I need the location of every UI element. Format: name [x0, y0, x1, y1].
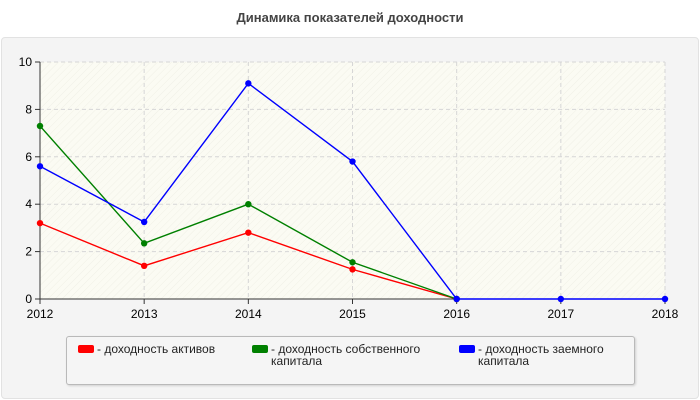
y-tick-label: 6	[25, 150, 32, 164]
data-point	[661, 295, 669, 303]
x-tick-label: 2018	[652, 307, 679, 321]
data-point	[36, 219, 44, 227]
x-tick-label: 2015	[339, 307, 366, 321]
data-point	[245, 229, 252, 236]
data-point	[36, 122, 44, 130]
legend-label: - доходность собственного капитала	[271, 342, 421, 368]
x-tick-label: 2012	[27, 307, 54, 321]
legend-item-assets-return: - доходность активов	[78, 343, 247, 355]
legend-label: - доходность активов	[97, 342, 216, 356]
y-tick-label: 10	[19, 55, 33, 69]
legend-item-debt-return: - доходность заемного капитала	[459, 343, 628, 367]
data-point	[140, 262, 148, 270]
x-tick-label: 2016	[443, 307, 470, 321]
x-tick-label: 2013	[131, 307, 158, 321]
legend-swatch-red	[78, 345, 94, 353]
data-point	[140, 218, 148, 226]
x-tick-label: 2014	[235, 307, 262, 321]
legend-label: - доходность заемного капитала	[478, 342, 604, 368]
legend: - доходность активов - доходность собств…	[66, 336, 635, 385]
data-point	[349, 266, 356, 273]
y-tick-label: 4	[25, 197, 32, 211]
y-tick-label: 0	[25, 292, 32, 306]
chart-title: Динамика показателей доходности	[236, 10, 464, 25]
legend-swatch-green	[252, 345, 268, 353]
data-point	[245, 201, 252, 208]
data-point	[453, 295, 460, 303]
data-point	[349, 259, 356, 266]
data-point	[349, 158, 356, 165]
legend-item-equity-return: - доходность собственного капитала	[252, 343, 441, 367]
data-point	[245, 80, 252, 87]
data-point	[557, 295, 565, 303]
legend-swatch-blue	[459, 345, 475, 353]
data-point	[140, 240, 148, 247]
y-tick-label: 2	[25, 245, 32, 259]
x-tick-label: 2017	[547, 307, 574, 321]
y-tick-label: 8	[25, 102, 32, 116]
data-point	[36, 163, 44, 170]
